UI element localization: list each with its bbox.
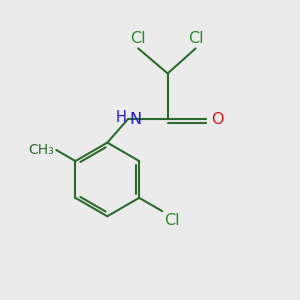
Text: H: H <box>116 110 126 125</box>
Text: CH₃: CH₃ <box>28 143 54 157</box>
Text: N: N <box>129 112 142 127</box>
Text: Cl: Cl <box>130 31 146 46</box>
Text: Cl: Cl <box>164 214 180 229</box>
Text: O: O <box>211 112 224 127</box>
Text: Cl: Cl <box>188 31 203 46</box>
